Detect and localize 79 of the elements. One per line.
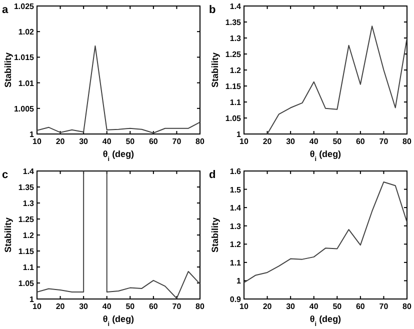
x-axis-title: θ$_{i}$ (deg): [310, 314, 342, 328]
x-axis-title: θ$_{i}$ (deg): [102, 314, 134, 328]
x-tick-label: 30: [286, 137, 296, 146]
line-series: [37, 45, 200, 134]
y-tick-label: 1: [236, 276, 242, 286]
y-tick-label: 1.25: [225, 50, 242, 59]
x-tick-label: 30: [79, 302, 89, 311]
x-tick-label: 40: [102, 137, 112, 146]
y-tick-label: 1: [30, 295, 35, 304]
x-tick-label: 50: [126, 137, 136, 146]
x-tick-label: 70: [172, 302, 182, 311]
x-tick-label: 40: [309, 137, 319, 146]
y-tick-label: 1: [30, 130, 35, 139]
x-tick-label: 10: [32, 302, 42, 311]
y-tick-label: 1.25: [18, 215, 35, 224]
y-axis-title: Stability: [210, 52, 220, 88]
chart-title: d: [209, 169, 216, 181]
y-tick-label: 1.3: [230, 34, 242, 43]
y-tick-label: 1.4: [230, 204, 242, 213]
y-tick-label: 1.35: [225, 18, 242, 27]
chart-title: a: [2, 4, 9, 16]
y-tick-label: 1.6: [230, 167, 242, 176]
x-tick-label: 10: [240, 137, 249, 146]
y-tick-label: 1.35: [18, 183, 35, 192]
y-tick-label: 1.05: [225, 114, 242, 123]
y-tick-label: 1.15: [225, 82, 242, 91]
y-tick-label: 1.2: [230, 240, 242, 250]
x-tick-label: 40: [102, 302, 112, 311]
x-tick-label: 70: [379, 302, 389, 311]
x-tick-label: 50: [126, 302, 136, 311]
x-tick-label: 30: [79, 137, 89, 146]
y-tick-label: 1.005: [14, 104, 35, 114]
x-tick-label: 60: [356, 302, 366, 311]
x-tick-label: 40: [309, 302, 319, 311]
y-tick-label: 1.1: [230, 258, 242, 268]
x-axis-title: θ$_{i}$ (deg): [310, 149, 342, 162]
y-axis-title: Stability: [3, 52, 13, 88]
x-tick-label: 60: [148, 137, 158, 146]
line-series: [244, 181, 407, 284]
y-tick-label: 1: [236, 130, 242, 139]
y-tick-label: 1.3: [230, 222, 242, 231]
y-tick-label: 1.15: [18, 247, 35, 256]
y-tick-label: 1.015: [14, 53, 35, 62]
y-tick-label: 1.1: [230, 98, 242, 107]
x-tick-label: 60: [148, 302, 158, 311]
y-tick-label: 1.05: [18, 279, 35, 288]
y-tick-label: 1.02: [18, 28, 35, 37]
x-tick-label: 60: [356, 137, 366, 146]
y-tick-label: 1.2: [230, 66, 242, 75]
y-tick-label: 1.3: [22, 199, 35, 208]
x-tick-label: 20: [56, 302, 66, 311]
x-tick-label: 80: [402, 302, 412, 311]
y-tick-label: 1.025: [14, 2, 35, 11]
y-tick-label: 1.01: [18, 78, 35, 88]
x-tick-label: 30: [286, 302, 296, 311]
x-tick-label: 20: [262, 137, 272, 146]
y-tick-label: 1.5: [230, 185, 242, 194]
x-tick-label: 20: [56, 137, 66, 146]
chart-title: c: [2, 169, 8, 181]
x-tick-label: 10: [32, 137, 42, 146]
y-tick-label: 0.9: [230, 295, 242, 304]
x-axis-title: θ$_{i}$ (deg): [102, 149, 134, 162]
chart-title: b: [209, 4, 216, 16]
y-axis-title: Stability: [3, 217, 13, 253]
y-tick-label: 1.1: [22, 263, 35, 272]
y-tick-label: 1.4: [230, 2, 242, 11]
x-tick-label: 50: [332, 302, 342, 311]
x-tick-label: 80: [196, 137, 205, 146]
y-tick-label: 1.2: [22, 231, 35, 240]
x-tick-label: 10: [240, 302, 249, 311]
line-series: [266, 26, 407, 134]
x-tick-label: 20: [262, 302, 272, 311]
x-tick-label: 50: [332, 137, 342, 146]
x-tick-label: 70: [379, 137, 389, 146]
y-axis-title: Stability: [210, 217, 220, 253]
x-tick-label: 70: [172, 137, 182, 146]
x-tick-label: 80: [196, 302, 205, 311]
y-tick-label: 1.4: [22, 167, 35, 176]
x-tick-label: 80: [402, 137, 412, 146]
